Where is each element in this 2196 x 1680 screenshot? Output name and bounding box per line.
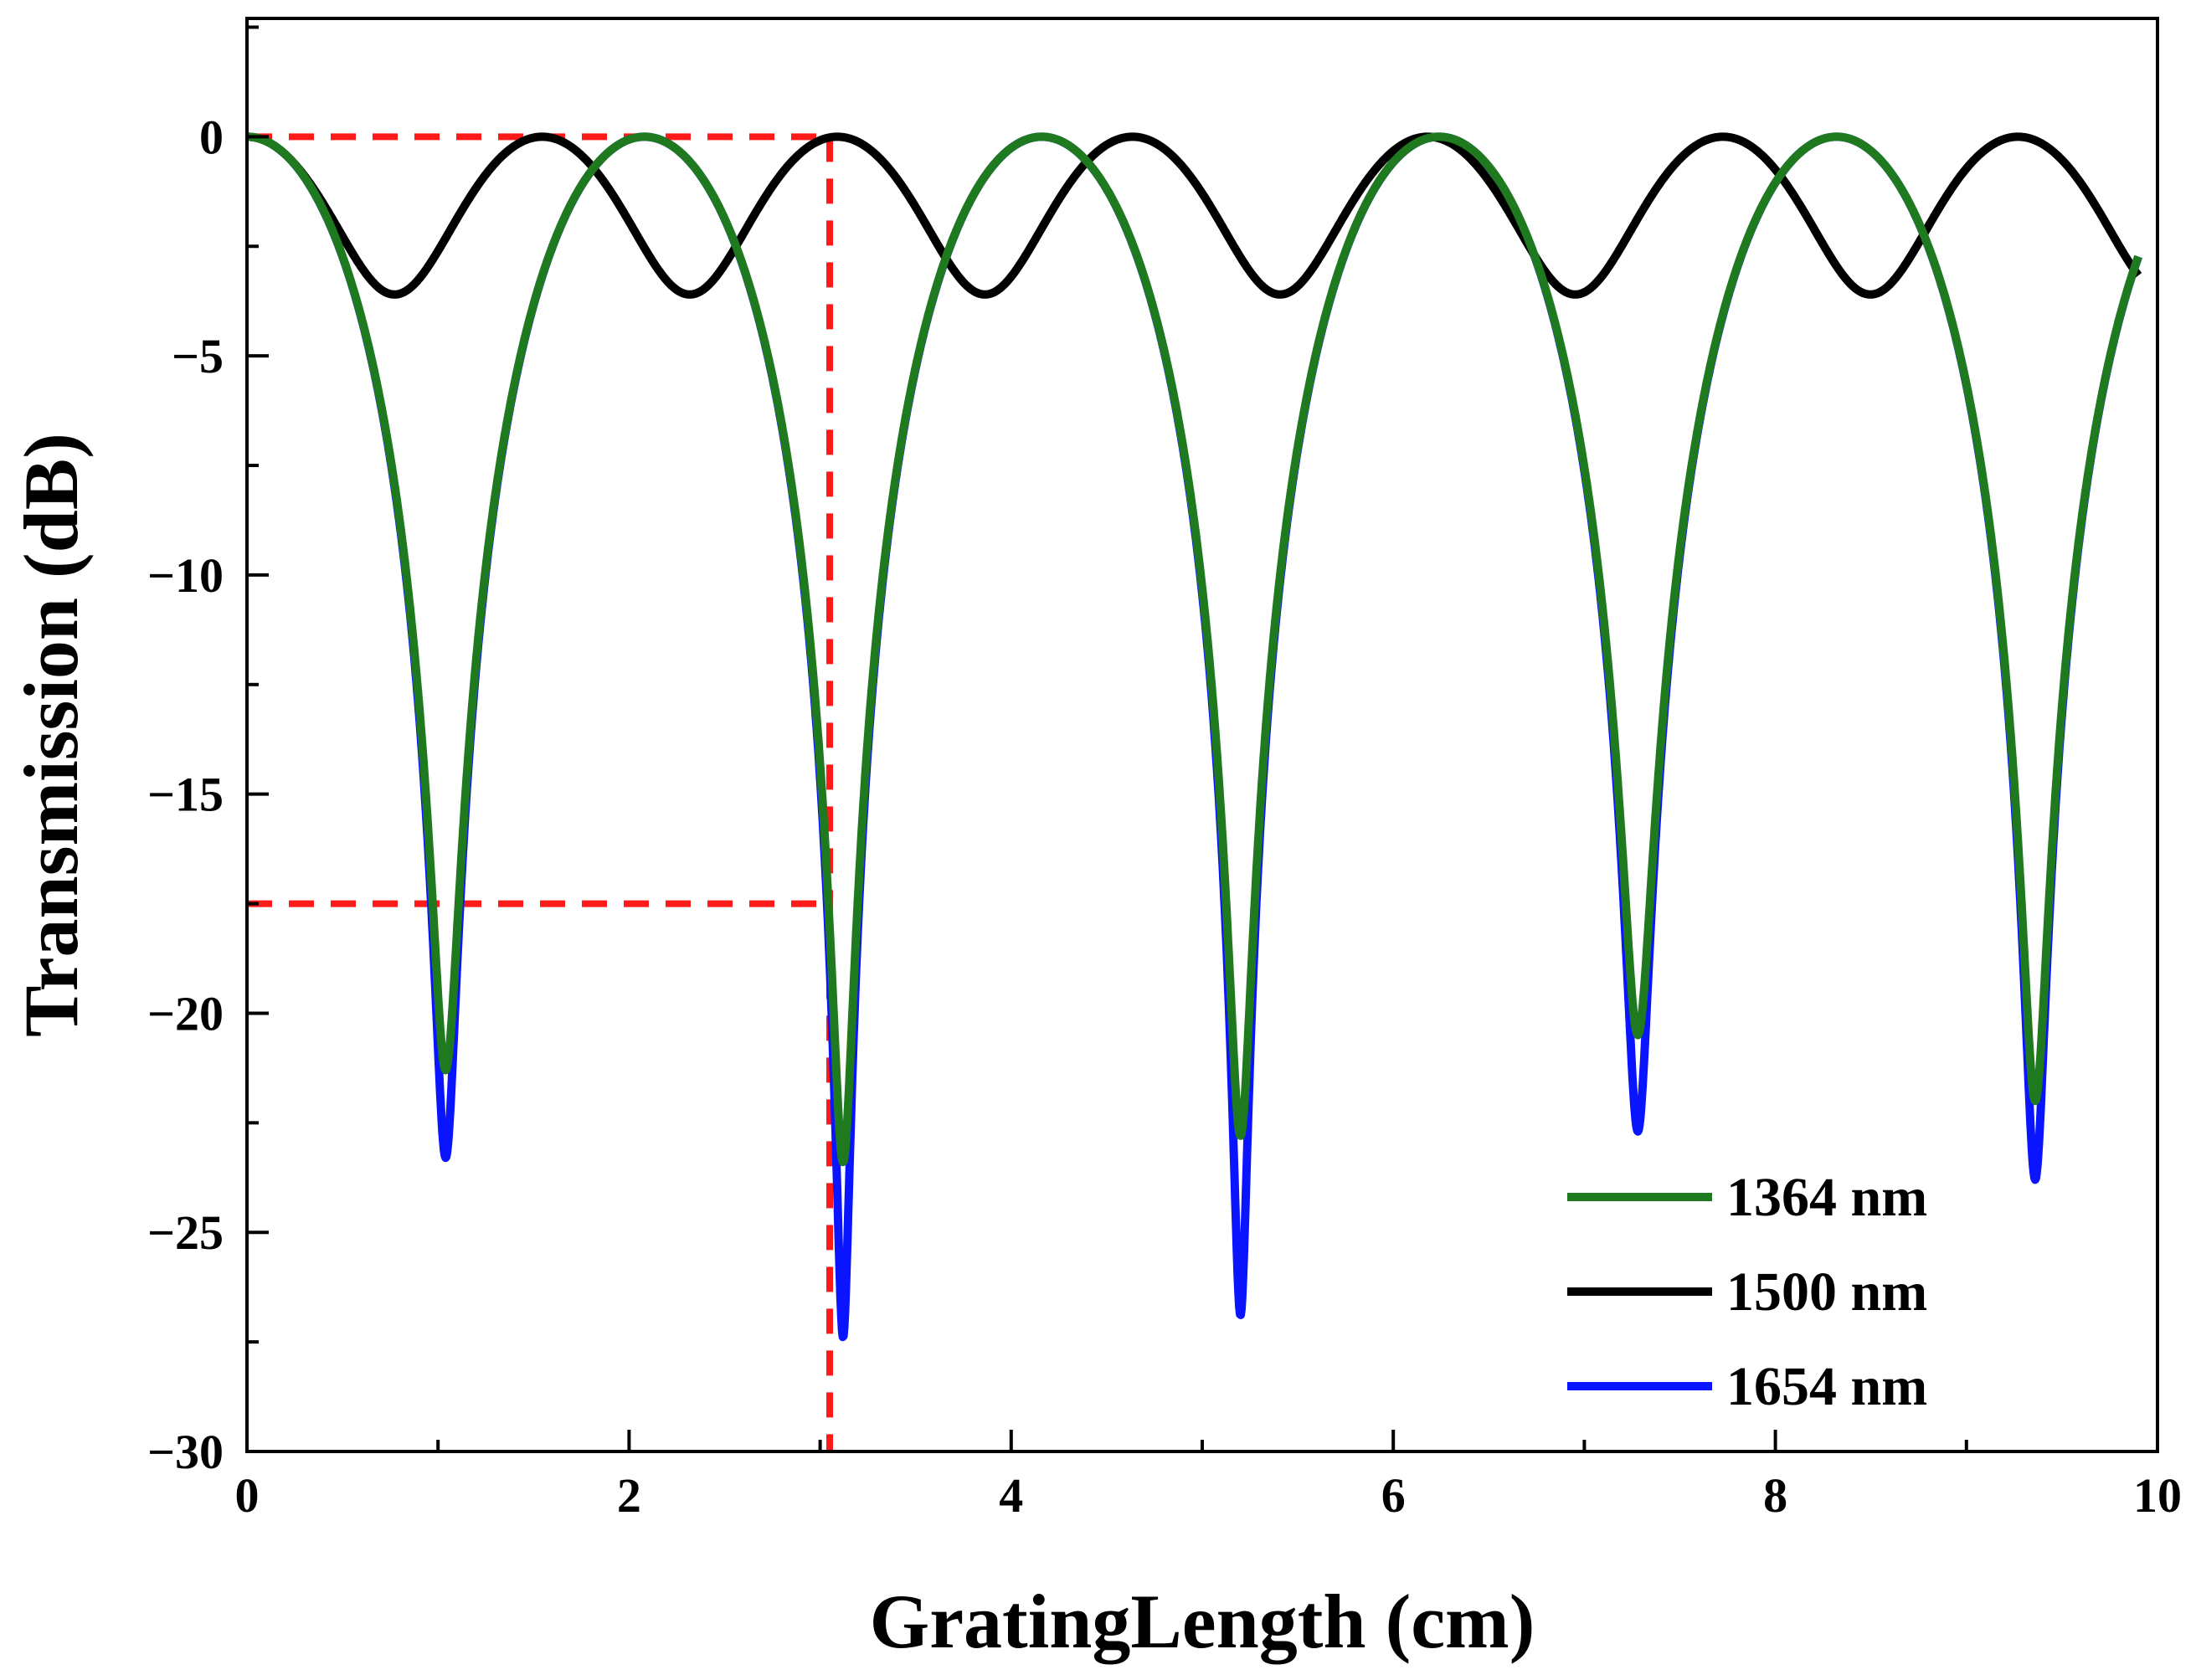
series-layer	[247, 132, 2142, 1342]
ticks-layer: 0 2 4 6 8 10 0 −5 −10 −15 −20 −25 −30	[147, 25, 2182, 1523]
y-tick-label: −25	[147, 1205, 224, 1260]
x-axis-title: GratingLength (cm)	[870, 1579, 1535, 1664]
legend: 1364 nm 1500 nm 1654 nm	[1567, 1167, 1927, 1417]
y-axis-title: Transmission (dB)	[8, 433, 94, 1037]
x-tick-label: 2	[617, 1468, 641, 1523]
y-tick-label: −20	[147, 986, 224, 1040]
y-tick-label: −5	[172, 329, 224, 383]
legend-label: 1500 nm	[1726, 1261, 1927, 1323]
x-tick-label: 10	[2133, 1468, 2182, 1523]
plot-frame	[245, 17, 2159, 1453]
x-tick-label: 4	[999, 1468, 1023, 1523]
x-tick-label: 8	[1763, 1468, 1787, 1523]
x-tick-label: 6	[1381, 1468, 1406, 1523]
legend-label: 1364 nm	[1726, 1167, 1927, 1228]
x-tick-label: 0	[235, 1468, 260, 1523]
legend-label: 1654 nm	[1726, 1356, 1927, 1417]
y-tick-label: −30	[147, 1425, 224, 1479]
y-tick-label: −10	[147, 548, 224, 603]
series-line	[247, 132, 2142, 299]
annotation-layer	[247, 133, 834, 1451]
y-tick-label: −15	[147, 768, 224, 822]
y-tick-label: 0	[199, 110, 224, 164]
series-line	[247, 132, 2142, 1167]
